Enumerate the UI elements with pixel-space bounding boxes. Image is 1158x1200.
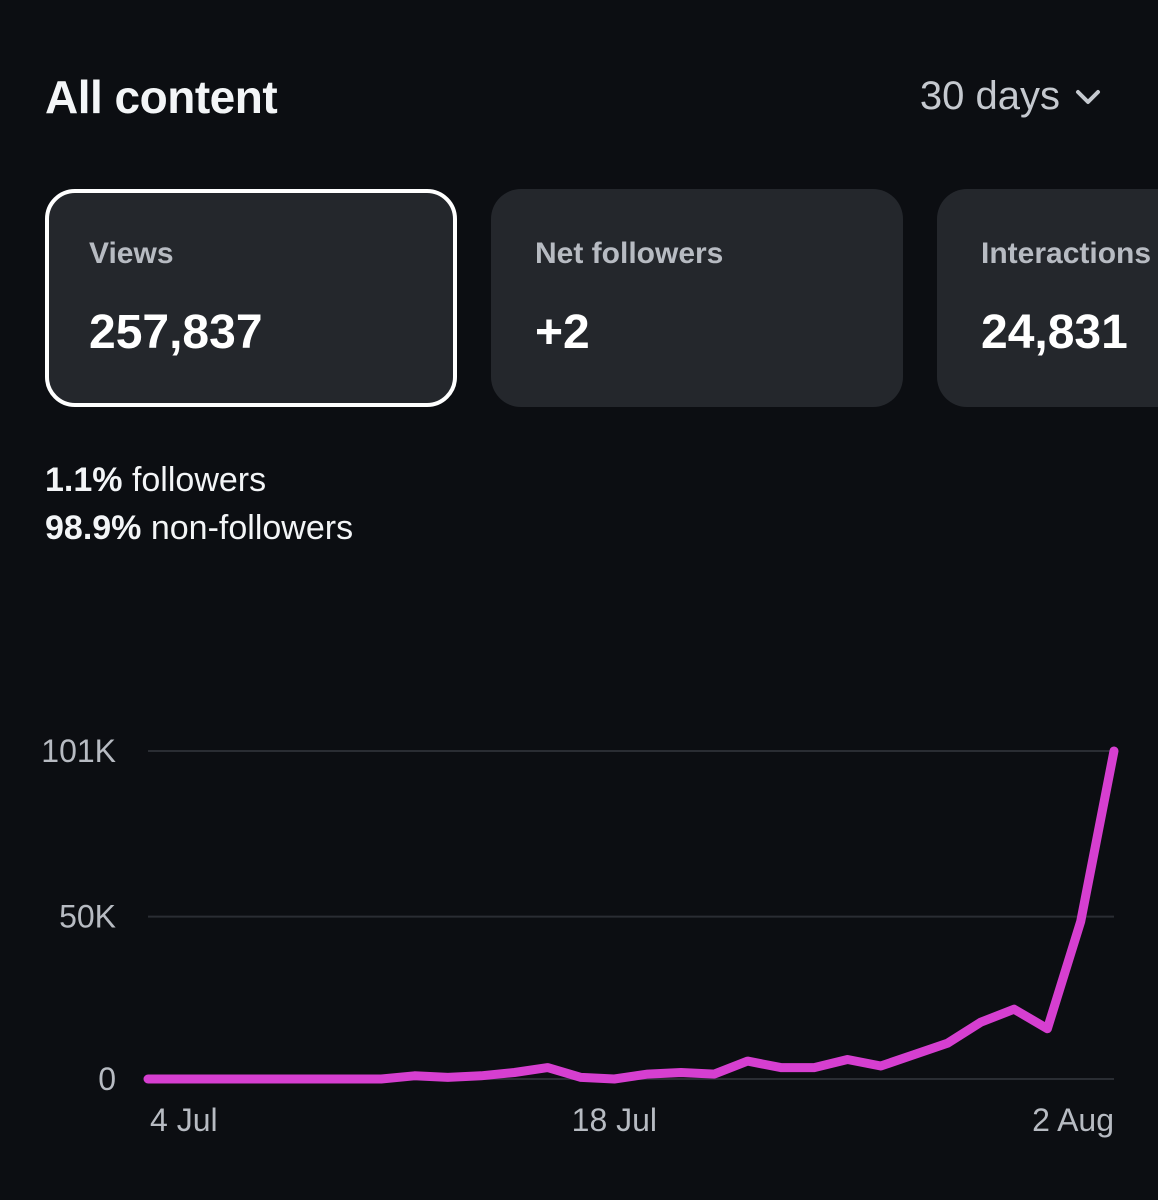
data-point xyxy=(712,1072,717,1077)
metric-value: +2 xyxy=(535,306,590,359)
data-point xyxy=(1078,919,1083,924)
x-axis-ticks: 4 Jul 18 Jul 2 Aug xyxy=(150,1102,1114,1138)
metric-label: Interactions xyxy=(981,237,1152,270)
metric-card-net-followers[interactable]: Net followers +2 xyxy=(491,189,903,407)
metric-value: 24,831 xyxy=(981,306,1128,359)
y-tick-label: 50K xyxy=(59,899,116,935)
x-tick-label: 2 Aug xyxy=(1032,1102,1114,1138)
metric-label: Net followers xyxy=(535,237,724,270)
data-point xyxy=(245,1077,250,1081)
x-tick-label: 4 Jul xyxy=(150,1102,218,1138)
followers-label: followers xyxy=(131,461,267,499)
data-point xyxy=(279,1077,284,1081)
metric-card-views[interactable]: Views 257,837 xyxy=(45,189,457,407)
data-point xyxy=(945,1041,950,1046)
data-point xyxy=(445,1075,450,1080)
data-point xyxy=(845,1057,850,1062)
data-point xyxy=(512,1070,517,1075)
metric-card-interactions[interactable]: Interactions 24,831 xyxy=(937,189,1158,407)
chart-series xyxy=(143,746,1119,1084)
y-tick-label: 101K xyxy=(41,733,116,769)
data-point xyxy=(978,1020,983,1025)
chevron-down-icon xyxy=(1076,89,1100,104)
views-line-chart: 101K 50K 0 4 Jul 18 Jul 2 Aug xyxy=(41,733,1119,1138)
data-point xyxy=(678,1070,683,1075)
data-point xyxy=(212,1077,217,1081)
data-point xyxy=(312,1077,317,1081)
data-point xyxy=(612,1077,617,1081)
non-followers-share: 98.9% non-followers xyxy=(45,504,353,552)
followers-share: 1.1% followers xyxy=(45,456,353,504)
non-followers-percent: 98.9% xyxy=(45,509,142,547)
date-range-label: 30 days xyxy=(919,74,1060,118)
metric-cards: Views 257,837 Net followers +2 Interacti… xyxy=(45,189,1158,407)
data-point xyxy=(812,1065,817,1070)
data-point xyxy=(479,1073,484,1078)
followers-percent: 1.1% xyxy=(45,461,123,499)
page-title: All content xyxy=(45,71,278,123)
data-point xyxy=(878,1064,883,1069)
data-point xyxy=(1045,1026,1050,1031)
y-tick-label: 0 xyxy=(98,1061,116,1097)
data-point xyxy=(545,1065,550,1070)
data-point xyxy=(778,1065,783,1070)
data-point xyxy=(579,1075,584,1080)
data-point xyxy=(1112,749,1116,753)
data-point xyxy=(1012,1007,1017,1012)
views-series-line xyxy=(143,746,1119,1084)
data-point xyxy=(179,1077,184,1081)
date-range-dropdown[interactable]: 30 days xyxy=(920,74,1102,119)
x-tick-label: 18 Jul xyxy=(572,1102,657,1138)
non-followers-label: non-followers xyxy=(150,509,354,547)
data-point xyxy=(379,1077,384,1081)
data-point xyxy=(745,1059,750,1064)
data-point xyxy=(146,1077,150,1081)
audience-breakdown: 1.1% followers 98.9% non-followers xyxy=(45,456,353,552)
data-point xyxy=(345,1077,350,1081)
data-point xyxy=(645,1072,650,1077)
metric-value: 257,837 xyxy=(89,306,263,359)
metric-label: Views xyxy=(89,237,174,270)
data-point xyxy=(912,1052,917,1057)
data-point xyxy=(412,1073,417,1078)
y-axis-ticks: 101K 50K 0 xyxy=(41,733,116,1097)
